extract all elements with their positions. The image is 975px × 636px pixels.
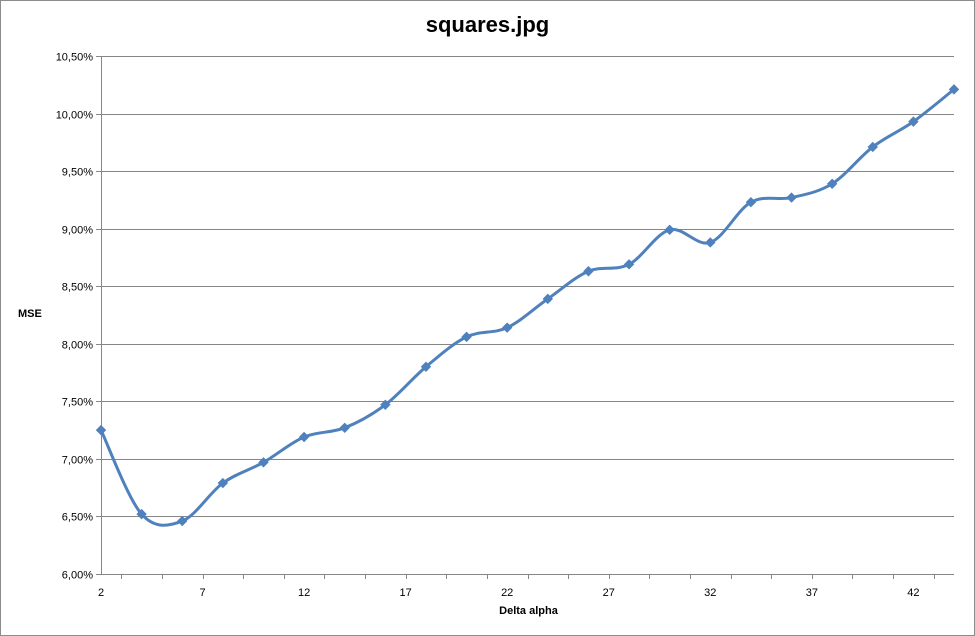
data-point	[420, 361, 432, 373]
y-tick-label: 10,00%	[56, 110, 94, 122]
y-tick-label: 8,50%	[62, 282, 93, 294]
y-tick-label: 9,50%	[62, 167, 93, 179]
data-point	[177, 515, 188, 527]
data-point	[623, 259, 635, 270]
data-point	[745, 196, 757, 208]
x-tick-label: 17	[400, 587, 412, 599]
data-point	[217, 477, 229, 489]
y-tick-label: 6,50%	[62, 512, 93, 524]
y-axis-label: MSE	[18, 308, 42, 320]
data-point	[136, 508, 147, 520]
data-point	[867, 141, 878, 153]
data-point	[339, 422, 350, 434]
chart-title: squares.jpg	[425, 12, 550, 37]
x-tick-label: 27	[603, 587, 615, 599]
data-point	[826, 178, 838, 189]
x-tick-label: 32	[704, 587, 716, 599]
data-point	[948, 84, 960, 95]
y-tick-label: 7,50%	[62, 397, 93, 409]
data-point	[664, 224, 675, 236]
x-tick-label: 12	[298, 587, 310, 599]
data-point	[298, 431, 310, 443]
data-point	[786, 192, 797, 203]
data-point	[258, 457, 269, 468]
y-tick-label: 8,00%	[62, 340, 93, 352]
data-point	[501, 322, 513, 333]
series-line	[99, 87, 956, 527]
data-point	[705, 237, 716, 248]
x-tick-label: 37	[806, 587, 818, 599]
data-point	[380, 399, 391, 410]
x-tick-label: 7	[199, 587, 205, 599]
y-tick-label: 6,00%	[62, 570, 93, 582]
data-point	[583, 266, 594, 277]
x-tick-label: 22	[501, 587, 513, 599]
data-point	[908, 116, 919, 127]
y-tick-label: 10,50%	[56, 52, 94, 64]
x-tick-label: 42	[907, 587, 919, 599]
data-point	[95, 424, 107, 436]
data-point	[542, 293, 554, 305]
y-tick-label: 9,00%	[62, 225, 93, 237]
x-axis-label: Delta alpha	[499, 605, 558, 617]
y-tick-label: 7,00%	[62, 455, 93, 467]
data-point	[461, 331, 472, 343]
x-tick-label: 2	[98, 587, 104, 599]
